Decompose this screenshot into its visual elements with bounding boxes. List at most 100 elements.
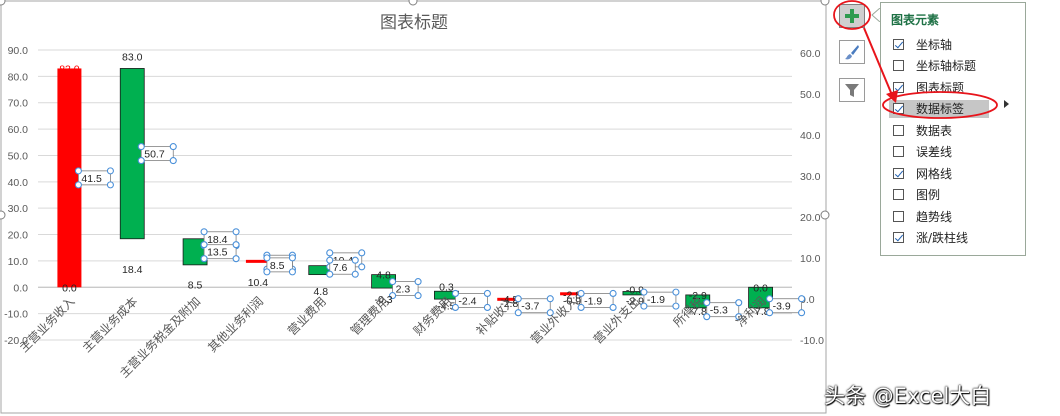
- data-label: 50.7: [144, 149, 165, 161]
- data-label-handle: [169, 143, 177, 151]
- panel-item-2[interactable]: 坐标轴标题: [893, 57, 976, 75]
- chart-resize-handle: [820, 0, 830, 6]
- chart-styles-button[interactable]: [839, 40, 865, 64]
- data-label-handle: [766, 309, 774, 317]
- panel-item-label: 图表标题: [916, 80, 965, 95]
- chart-resize-handle: [820, 210, 830, 220]
- category-label: 主营业务收入: [16, 294, 78, 356]
- data-label: -0.3: [375, 294, 393, 306]
- data-label-box: [769, 298, 802, 314]
- panel-item-9[interactable]: 趋势线: [893, 207, 952, 225]
- data-label-handle: [263, 268, 271, 276]
- data-label-handle: [288, 254, 296, 262]
- waterfall-chart[interactable]: 图表标题 90.0 80.0 70.0 60.0 50.0 40.0 30.0 20.0 10.0…: [0, 0, 830, 416]
- data-label-box: [643, 291, 677, 307]
- chart-elements-button[interactable]: [839, 4, 865, 28]
- right-axis-tick-label: 40.0: [800, 130, 821, 142]
- data-label: 83.0: [59, 63, 80, 75]
- data-label-handle: [169, 157, 177, 165]
- data-label: 18.4: [207, 234, 228, 246]
- chart-filters-button[interactable]: [839, 78, 865, 102]
- left-axis-tick-label: 30.0: [8, 203, 29, 215]
- left-axis-tick-label: 80.0: [8, 71, 29, 83]
- data-label-handle: [106, 181, 114, 189]
- data-label-handle: [263, 254, 271, 262]
- funnel-icon: [845, 84, 859, 97]
- data-label-handle: [137, 143, 145, 151]
- panel-pointer-icon: [871, 8, 880, 22]
- data-label-handle: [577, 289, 585, 298]
- panel-item-label: 坐标轴: [916, 37, 953, 52]
- right-axis-tick-label: 30.0: [800, 171, 821, 183]
- data-label: 4.8: [376, 270, 391, 282]
- checkbox[interactable]: [893, 60, 904, 71]
- chart-elements-panel: 图表元素 坐标轴 坐标轴标题 图表标题 数据标签 数据表 误差线 网格线 图例 趋势线 涨/跌柱线: [880, 2, 1026, 256]
- right-axis-tick-label: 10.0: [800, 253, 821, 265]
- panel-item-5[interactable]: 数据表: [893, 121, 952, 139]
- data-label-box: [580, 293, 614, 308]
- data-label-handle: [358, 249, 366, 257]
- chart-resize-handle: [0, 0, 6, 6]
- data-label-handle: [577, 303, 585, 312]
- panel-item-8[interactable]: 图例: [893, 186, 940, 204]
- category-label: 主营业务成本: [79, 294, 141, 356]
- data-label-handle: [766, 295, 774, 303]
- checkbox[interactable]: [893, 124, 904, 136]
- data-label-handle: [200, 228, 208, 236]
- checkbox[interactable]: [893, 103, 904, 114]
- data-label: -7.8: [752, 306, 770, 318]
- data-label-handle: [326, 256, 334, 264]
- data-label: 41.5: [81, 173, 102, 185]
- panel-item-label: 涨/跌柱线: [916, 231, 969, 245]
- panel-item-10[interactable]: 涨/跌柱线: [893, 229, 968, 247]
- data-label: 7.6: [333, 262, 348, 274]
- data-label-handle: [351, 256, 359, 264]
- panel-item-1[interactable]: 坐标轴: [893, 35, 952, 53]
- left-axis-tick-label: 60.0: [8, 124, 29, 136]
- panel-item-3[interactable]: 图表标题: [893, 78, 964, 96]
- data-label-handle: [137, 157, 145, 165]
- data-label-handle: [703, 299, 711, 307]
- data-label-handle: [735, 299, 743, 307]
- checkbox[interactable]: [893, 189, 904, 200]
- watermark: 头条 @Excel大白: [824, 384, 992, 408]
- panel-item-label: 数据标签: [916, 102, 965, 116]
- data-label: 18.4: [122, 264, 143, 276]
- data-label-handle: [640, 302, 648, 310]
- data-label: -4.5: [437, 301, 455, 313]
- waterfall-bar: [119, 68, 145, 240]
- checkbox[interactable]: [893, 81, 904, 93]
- panel-item-6[interactable]: 误差线: [893, 143, 952, 161]
- checkbox[interactable]: [893, 38, 904, 50]
- checkbox[interactable]: [893, 146, 904, 157]
- chart-resize-handle: [408, 0, 418, 6]
- data-label-handle: [414, 278, 422, 286]
- data-label: -0.9: [626, 285, 644, 297]
- left-axis-tick-label: -10.0: [4, 309, 28, 321]
- submenu-arrow-icon[interactable]: [1003, 99, 1011, 109]
- data-label-handle: [389, 292, 397, 300]
- category-label: 营业费用: [285, 294, 329, 338]
- data-label: -2.9: [689, 290, 707, 302]
- checkbox[interactable]: [893, 210, 904, 222]
- checkbox[interactable]: [893, 167, 904, 179]
- left-axis-tick-label: 10.0: [8, 256, 29, 268]
- data-label-handle: [546, 295, 554, 303]
- data-label-box: [392, 281, 419, 296]
- chart-area[interactable]: 图表标题 90.0 80.0 70.0 60.0 50.0 40.0 30.0 20.0 10.0…: [0, 0, 830, 416]
- panel-item-7[interactable]: 网格线: [893, 164, 952, 182]
- data-label: -7.8: [689, 306, 707, 318]
- data-label-handle: [514, 295, 522, 303]
- panel-item-4[interactable]: 数据标签: [889, 99, 989, 118]
- data-label: 2.3: [396, 284, 411, 296]
- data-label-handle: [74, 181, 82, 189]
- data-label-handle: [546, 309, 554, 317]
- data-label-box: [203, 244, 237, 260]
- data-label-box: [329, 259, 356, 275]
- data-label: 4.8: [313, 286, 328, 298]
- data-label-handle: [326, 270, 334, 278]
- checkbox[interactable]: [893, 232, 904, 243]
- waterfall-bar: [560, 292, 585, 296]
- left-axis-tick-label: 40.0: [8, 177, 29, 189]
- data-label-handle: [798, 295, 806, 303]
